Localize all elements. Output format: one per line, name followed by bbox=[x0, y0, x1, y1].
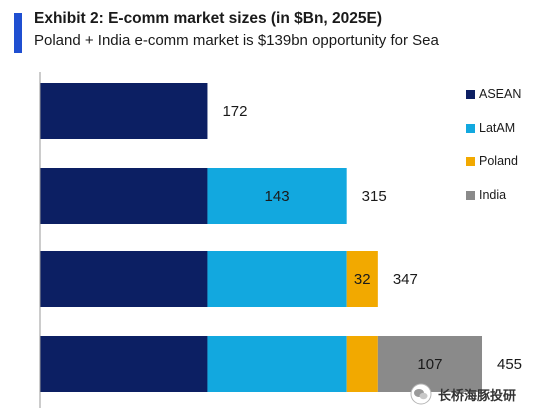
bar-latam-row-4 bbox=[207, 336, 347, 392]
segment-label-poland-row-3: 32 bbox=[354, 271, 371, 288]
total-label-row-3: 347 bbox=[393, 271, 418, 288]
wechat-logo-icon bbox=[410, 383, 432, 405]
total-label-row-2: 315 bbox=[362, 188, 387, 205]
segment-label-latam-row-2: 143 bbox=[265, 188, 290, 205]
watermark-text: 长桥海豚投研 bbox=[438, 387, 517, 403]
legend-swatch-asean bbox=[466, 89, 475, 99]
title-accent-bar bbox=[14, 13, 22, 53]
legend-label-asean: ASEAN bbox=[479, 87, 522, 101]
bar-asean-row-3 bbox=[40, 251, 208, 307]
bar-latam-row-3 bbox=[207, 251, 347, 307]
legend-item-poland: Poland bbox=[466, 153, 518, 169]
legend-item-latam: LatAM bbox=[466, 120, 515, 136]
bar-poland-row-4 bbox=[346, 336, 378, 392]
legend-label-india: India bbox=[479, 188, 507, 202]
total-label-row-1: 172 bbox=[222, 103, 247, 120]
legend-item-asean: ASEAN bbox=[466, 86, 521, 102]
legend-label-latam: LatAM bbox=[479, 121, 516, 135]
chart-title: Exhibit 2: E-comm market sizes (in $Bn, … bbox=[34, 10, 383, 27]
bar-india-row-4 bbox=[377, 336, 483, 392]
legend-swatch-india bbox=[466, 190, 475, 200]
bar-latam-row-2 bbox=[207, 168, 347, 224]
legend-item-india: India bbox=[466, 187, 506, 203]
total-label-row-4: 455 bbox=[497, 356, 522, 373]
bar-asean-row-2 bbox=[40, 168, 208, 224]
legend-label-poland: Poland bbox=[479, 154, 518, 168]
bar-poland-row-3 bbox=[346, 251, 378, 307]
legend-swatch-poland bbox=[466, 156, 475, 166]
watermark: 长桥海豚投研 bbox=[410, 380, 516, 408]
bar-asean-row-4 bbox=[40, 336, 208, 392]
segment-label-india-row-4: 107 bbox=[417, 356, 442, 373]
chart-subtitle: Poland + India e-comm market is $139bn o… bbox=[34, 32, 439, 49]
legend-swatch-latam bbox=[466, 123, 475, 133]
bar-asean-row-1 bbox=[40, 83, 208, 139]
